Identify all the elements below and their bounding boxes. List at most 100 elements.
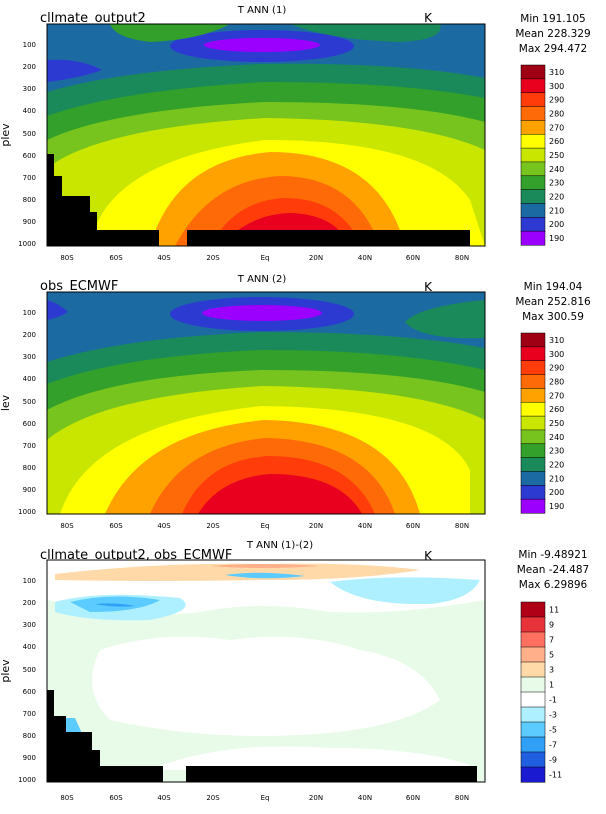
- panel-1-model-title: cllmate_output2: [40, 11, 146, 26]
- panel-3-ytick-300: 300: [23, 621, 36, 629]
- colorbar-1-label-3: 280: [549, 377, 564, 386]
- colorbar-0-label-4: 270: [549, 123, 564, 132]
- panel-2-units: K: [424, 280, 433, 294]
- panel-2-plot-area: [46, 291, 486, 515]
- panel-1-xtick-20s: 20S: [206, 254, 220, 262]
- panel-3-ytick-100: 100: [23, 577, 36, 585]
- panel-3-frame: [46, 559, 486, 783]
- colorbar-1-label-11: 200: [549, 488, 564, 497]
- colorbar-0-label-11: 200: [549, 220, 564, 229]
- panel-1-ytick-900: 900: [23, 218, 36, 226]
- panel-1-ylabel: plev: [0, 123, 12, 147]
- colorbar-1-swatch-3: [520, 374, 546, 389]
- panel-1: cllmate_output2 T ANN (1) K Min 191.105 …: [0, 5, 591, 262]
- colorbar-1-label-5: 260: [549, 405, 564, 414]
- panel-3-stat-mean: Mean -24.487: [517, 564, 589, 576]
- panel-2-stat-max: Max 300.59: [522, 311, 584, 323]
- panel-1-sh-polar-blue: [47, 59, 102, 82]
- panel-2-colorbar: 310 300 290 280 270 260 250 240 230 220 210 200 190: [520, 332, 564, 514]
- colorbar-2-swatch-1: [520, 616, 546, 633]
- panel-3-negative-band-2: [330, 577, 480, 605]
- colorbar-2-swatch-7: [520, 706, 546, 723]
- panel-3-ytick-600: 600: [23, 688, 36, 696]
- panel-2-stat-min: Min 194.04: [524, 281, 583, 293]
- panel-2-xtick-40s: 40S: [157, 522, 171, 530]
- panel-3-title: T ANN (1)-(2): [246, 540, 313, 551]
- colorbar-1-label-9: 220: [549, 461, 564, 470]
- panel-1-plot-area: [46, 23, 486, 247]
- panel-2-xtick-80n: 80N: [455, 522, 469, 530]
- panel-1-xtick-60n: 60N: [406, 254, 420, 262]
- panel-3-negative-core-3: [95, 603, 135, 607]
- panel-1-stratosphere-violet: [204, 38, 320, 52]
- panel-3-ytick-900: 900: [23, 754, 36, 762]
- panel-1-xticks: 80S 60S 40S 20S Eq 20N 40N 60N 80N: [60, 254, 469, 262]
- colorbar-0-swatch-5: [520, 133, 546, 149]
- panel-1-ytick-100: 100: [23, 41, 36, 49]
- colorbar-2-label-1: 9: [549, 621, 554, 630]
- colorbar-2-swatch-0: [520, 601, 546, 618]
- colorbar-2-swatch-3: [520, 646, 546, 663]
- panel-3-stat-min: Min -9.48921: [518, 549, 587, 561]
- panel-2-xtick-20n: 20N: [309, 522, 323, 530]
- panel-2-ytick-400: 400: [23, 375, 36, 383]
- panel-3-model-title: cllmate_output2, obs_ECMWF: [40, 548, 232, 563]
- colorbar-2-label-6: -1: [549, 696, 557, 705]
- panel-2-xtick-60n: 60N: [406, 522, 420, 530]
- colorbar-0-label-0: 310: [549, 68, 564, 77]
- panel-1-xtick-60s: 60S: [109, 254, 123, 262]
- panel-3-xtick-80n: 80N: [455, 794, 469, 802]
- panel-2-ytick-500: 500: [23, 398, 36, 406]
- panel-1-top-green-right: [290, 24, 441, 42]
- panel-1-xtick-40s: 40S: [157, 254, 171, 262]
- colorbar-0-swatch-8: [520, 175, 546, 191]
- panel-2-ytick-1000: 1000: [18, 508, 36, 516]
- colorbar-0-swatch-3: [520, 106, 546, 121]
- panel-3-positive-band: [55, 563, 420, 581]
- panel-1-units: K: [424, 11, 433, 25]
- colorbar-1-swatch-2: [520, 360, 546, 376]
- panel-1-surface-mask: [47, 154, 159, 246]
- colorbar-0-label-9: 220: [549, 193, 564, 202]
- panel-2-stat-mean: Mean 252.816: [515, 296, 591, 308]
- colorbar-2-label-4: 3: [549, 666, 554, 675]
- panel-1-ytick-300: 300: [23, 85, 36, 93]
- panel-3-ytick-700: 700: [23, 710, 36, 718]
- colorbar-1-label-4: 270: [549, 391, 564, 400]
- colorbar-0-swatch-0: [520, 64, 546, 80]
- panel-3-xtick-60n: 60N: [406, 794, 420, 802]
- colorbar-0-label-12: 190: [549, 234, 564, 243]
- colorbar-1-label-7: 240: [549, 433, 564, 442]
- panel-3-yticks: 100 200 300 400 500 600 700 800 900 1000: [18, 577, 36, 784]
- panel-3-xticks: 80S 60S 40S 20S Eq 20N 40N 60N 80N: [60, 794, 469, 802]
- panel-1-ytick-500: 500: [23, 130, 36, 138]
- panel-1-ytick-600: 600: [23, 152, 36, 160]
- colorbar-1-swatch-0: [520, 332, 546, 348]
- colorbar-2-swatch-5: [520, 676, 546, 693]
- panel-2-xtick-40n: 40N: [358, 522, 372, 530]
- colorbar-2-label-2: 7: [549, 636, 554, 645]
- panel-1-ytick-800: 800: [23, 196, 36, 204]
- colorbar-1-label-2: 290: [549, 364, 564, 373]
- colorbar-1-swatch-8: [520, 443, 546, 459]
- panel-2-xtick-20s: 20S: [206, 522, 220, 530]
- colorbar-2-swatch-9: [520, 736, 546, 753]
- panel-3-xtick-20n: 20N: [309, 794, 323, 802]
- panel-1-colorbar: 310 300 290 280 270 260 250 240 230 220 210 200 190: [520, 64, 564, 246]
- colorbar-0-swatch-9: [520, 189, 546, 205]
- colorbar-1-label-8: 230: [549, 447, 564, 456]
- colorbar-2-swatch-10: [520, 751, 546, 768]
- colorbar-0-label-6: 250: [549, 151, 564, 160]
- panel-1-top-green-left: [110, 24, 230, 42]
- colorbar-2-label-8: -5: [549, 726, 557, 735]
- colorbar-0-swatch-6: [520, 147, 546, 163]
- panel-3-xtick-60s: 60S: [109, 794, 123, 802]
- panel-2-xtick-eq: Eq: [261, 522, 270, 530]
- colorbar-1-label-12: 190: [549, 502, 564, 511]
- colorbar-0-label-7: 240: [549, 165, 564, 174]
- panel-3-units: K: [424, 549, 433, 563]
- colorbar-1-label-1: 300: [549, 350, 564, 359]
- colorbar-2-swatch-6: [520, 691, 546, 708]
- panel-2-xtick-80s: 80S: [60, 522, 74, 530]
